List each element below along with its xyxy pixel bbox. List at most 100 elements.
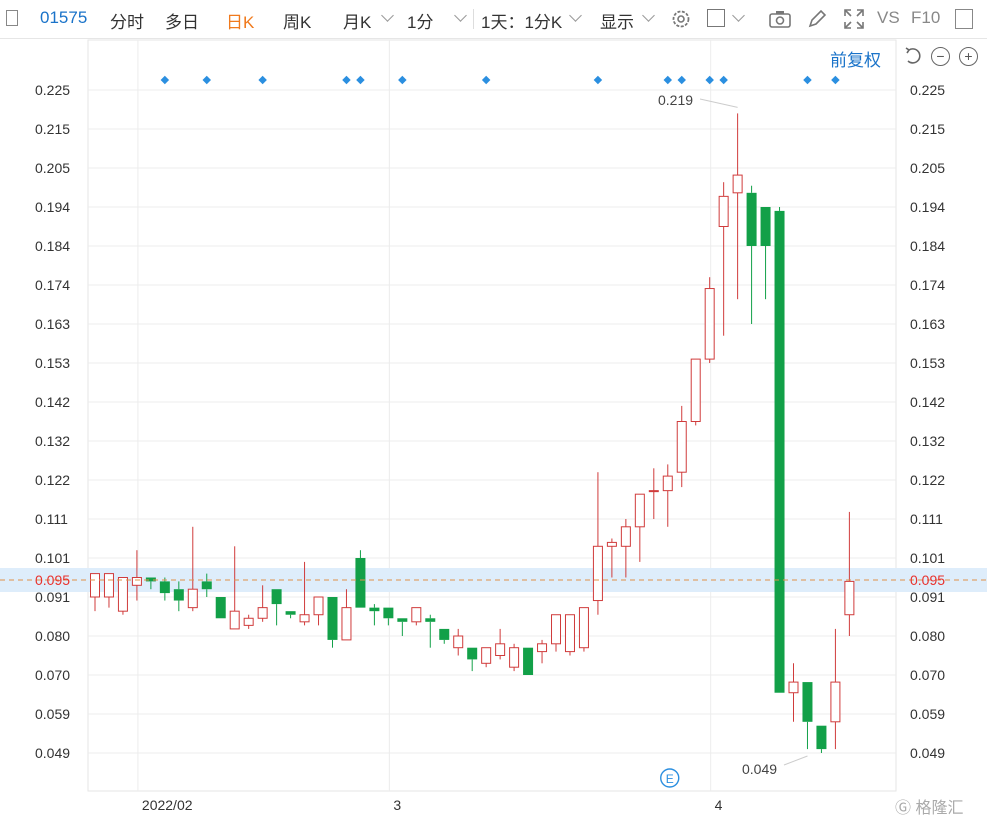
divider bbox=[473, 9, 474, 29]
tab-weekly-k[interactable]: 周K bbox=[283, 13, 312, 32]
period-select[interactable]: 1分 bbox=[407, 13, 434, 32]
y-tick-label-left: 0.163 bbox=[35, 316, 70, 332]
candle-body bbox=[369, 607, 380, 612]
candle bbox=[243, 614, 254, 629]
candle-body bbox=[509, 647, 520, 668]
range-select[interactable]: 1天：1分K bbox=[481, 13, 563, 32]
y-tick-label-left: 0.080 bbox=[35, 628, 70, 644]
candle-body bbox=[201, 581, 212, 590]
tab-monthly-k[interactable]: 月K bbox=[343, 13, 372, 32]
y-tick-label-right: 0.215 bbox=[910, 121, 945, 137]
zoom-out-icon[interactable]: − bbox=[931, 47, 950, 66]
y-tick-label-right: 0.101 bbox=[910, 550, 945, 566]
candle bbox=[634, 493, 645, 562]
candle-body bbox=[425, 618, 436, 622]
candle-body bbox=[355, 558, 366, 608]
x-tick-label: 2022/02 bbox=[142, 797, 193, 813]
candle-body bbox=[257, 607, 268, 619]
y-tick-label-right: 0.225 bbox=[910, 82, 945, 98]
candle bbox=[299, 561, 310, 626]
candle-body bbox=[341, 607, 352, 641]
candle bbox=[690, 358, 701, 426]
event-diamond bbox=[719, 75, 728, 85]
vs-button[interactable]: VS bbox=[877, 8, 900, 27]
zoom-in-icon[interactable]: + bbox=[959, 47, 978, 66]
event-diamond bbox=[342, 75, 351, 85]
candle bbox=[313, 596, 324, 626]
candle bbox=[257, 585, 268, 622]
candle-body bbox=[648, 490, 659, 493]
y-tick-label-right: 0.122 bbox=[910, 472, 945, 488]
x-tick-label: 3 bbox=[393, 797, 401, 813]
fullscreen-icon[interactable] bbox=[843, 8, 864, 29]
display-select[interactable]: 显示 bbox=[600, 13, 634, 32]
candle-body bbox=[467, 647, 478, 660]
y-tick-label-left: 0.174 bbox=[35, 277, 70, 293]
gear-icon[interactable] bbox=[670, 8, 690, 28]
candle-body bbox=[802, 682, 813, 722]
watermark: Ⓖ 格隆汇 bbox=[895, 800, 964, 817]
y-tick-label-right: 0.153 bbox=[910, 355, 945, 371]
candle-body bbox=[229, 610, 240, 630]
y-tick-label-left: 0.225 bbox=[35, 82, 70, 98]
candle bbox=[383, 607, 394, 626]
candle bbox=[201, 573, 212, 597]
y-tick-label-left: 0.142 bbox=[35, 394, 70, 410]
candle bbox=[173, 581, 184, 612]
candle bbox=[718, 182, 729, 336]
event-diamond bbox=[356, 75, 365, 85]
panel-toggle-icon[interactable] bbox=[955, 9, 973, 29]
candle bbox=[830, 628, 841, 750]
candle bbox=[523, 647, 534, 675]
y-tick-label-right: 0.194 bbox=[910, 199, 945, 215]
candle bbox=[131, 550, 142, 601]
y-tick-label-right: 0.070 bbox=[910, 667, 945, 683]
pencil-icon[interactable] bbox=[806, 8, 827, 28]
candle bbox=[355, 550, 366, 608]
candle bbox=[844, 511, 855, 636]
candle-body bbox=[844, 580, 855, 616]
candle-body bbox=[159, 581, 170, 594]
candle bbox=[648, 468, 659, 519]
candle bbox=[215, 597, 226, 619]
candle-body bbox=[830, 681, 841, 723]
candle bbox=[411, 607, 422, 626]
candle-body bbox=[299, 614, 310, 623]
candle-body bbox=[173, 589, 184, 601]
candle bbox=[802, 682, 813, 750]
candle bbox=[509, 643, 520, 672]
candle-body bbox=[481, 647, 492, 664]
candle-body bbox=[564, 614, 575, 653]
watermark-text: 格隆汇 bbox=[915, 800, 964, 817]
square-icon[interactable] bbox=[707, 9, 725, 27]
event-e-label: E bbox=[666, 772, 674, 786]
plot-frame bbox=[87, 39, 897, 792]
y-tick-label-left: 0.132 bbox=[35, 433, 70, 449]
tab-daily-k[interactable]: 日K bbox=[226, 13, 255, 32]
event-diamond bbox=[593, 75, 603, 85]
candle bbox=[760, 207, 771, 300]
adjust-mode[interactable]: 前复权 bbox=[830, 51, 881, 70]
candle bbox=[551, 614, 562, 652]
y-tick-label-right: 0.205 bbox=[910, 160, 945, 176]
f10-button[interactable]: F10 bbox=[911, 8, 941, 27]
sidebar-toggle-icon[interactable] bbox=[6, 10, 18, 26]
candle-body bbox=[718, 195, 729, 227]
candle bbox=[271, 589, 282, 626]
y-tick-label-right: 0.142 bbox=[910, 394, 945, 410]
candle-body bbox=[397, 618, 408, 622]
undo-icon[interactable] bbox=[903, 46, 923, 66]
tab-multi-day[interactable]: 多日 bbox=[165, 13, 199, 32]
y-tick-label-right: 0.111 bbox=[910, 511, 943, 527]
candle-body bbox=[103, 573, 114, 598]
candle-body bbox=[606, 541, 617, 547]
candle-body bbox=[578, 607, 589, 649]
camera-icon[interactable] bbox=[768, 8, 791, 28]
candle-body bbox=[537, 643, 548, 653]
tab-intraday[interactable]: 分时 bbox=[110, 13, 144, 32]
event-diamond bbox=[831, 75, 840, 85]
candle bbox=[592, 472, 603, 615]
event-e-icon bbox=[660, 768, 680, 788]
candle-body bbox=[592, 545, 603, 602]
current-price-label-right: 0.095 bbox=[910, 572, 945, 588]
